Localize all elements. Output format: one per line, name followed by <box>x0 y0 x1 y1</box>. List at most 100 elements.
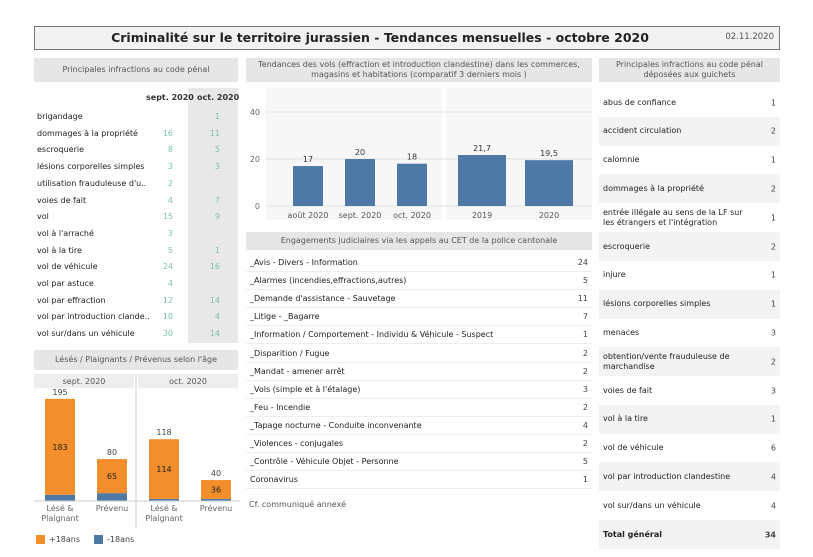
bar-minor <box>149 498 179 501</box>
engagement-value: 1 <box>582 475 588 485</box>
bar-minor <box>97 493 127 501</box>
list-item: _Violences - conjugales 2 <box>246 435 592 453</box>
engagement-label: _Demande d'assistance - Sauvetage <box>250 294 396 304</box>
bar-adult-label: 114 <box>156 465 171 474</box>
table-row: dommages à la propriété 16 11 <box>37 126 238 143</box>
bar-adult <box>45 398 75 495</box>
row-label: lésions corporelles simples <box>37 162 145 172</box>
row-label: escroquerie <box>37 145 84 155</box>
engagement-value: 5 <box>582 457 588 467</box>
row-value: 1 <box>770 414 776 424</box>
right-table-header: Principales infractions au code pénal dé… <box>599 58 780 82</box>
engagement-value: 2 <box>582 366 588 376</box>
row-sep-value: 2 <box>167 178 173 188</box>
x-tick-label: 2019 <box>472 211 492 220</box>
table-row: voies de fait 3 <box>599 376 780 405</box>
panel-header <box>34 374 134 388</box>
engagement-value: 4 <box>582 420 588 430</box>
x-tick-label: Prévenu <box>96 503 129 513</box>
row-value: 4 <box>770 472 776 482</box>
bar-value-label: 19,5 <box>540 149 558 158</box>
list-item: _Avis - Divers - Information 24 <box>246 254 592 272</box>
table-row: vol de véhicule 6 <box>599 434 780 463</box>
row-label: voies de fait <box>37 195 87 205</box>
engagement-label: _Vols (simple et à l'étalage) <box>250 384 361 394</box>
engagement-label: _Contrôle - Véhicule Objet - Personne <box>250 457 399 467</box>
row-label: Total général <box>603 529 662 539</box>
bar-monthly <box>397 163 427 206</box>
table-row: abus de confiance 1 <box>599 88 780 117</box>
row-label: escroquerie <box>603 241 650 251</box>
page-title: Criminalité sur le territoire jurassien … <box>111 30 649 45</box>
title-bar: Criminalité sur le territoire jurassien … <box>34 26 780 50</box>
row-label: vol par introduction clande.. <box>37 312 150 322</box>
y-tick-label: 40 <box>250 108 260 117</box>
row-label: abus de confiance <box>603 97 676 107</box>
row-label: accident circulation <box>603 126 682 136</box>
engagement-label: _Tapage nocturne - Conduite inconvenante <box>250 420 422 430</box>
table-row: vol à la tire 1 <box>599 404 780 434</box>
row-value: 1 <box>770 299 776 309</box>
row-value: 4 <box>770 501 776 511</box>
legend-adult: +18ans <box>36 535 80 544</box>
row-sep-value: 12 <box>162 295 173 305</box>
row-sep-value: 8 <box>167 145 173 155</box>
engagement-label: _Mandat - amener arrêt <box>250 366 345 376</box>
age-stacked-chart: sept. 2020 183 195 Lésé & Plaignant 65 80 Préve… <box>34 374 240 529</box>
row-sep-value: 24 <box>162 262 173 272</box>
bar-adult-label: 183 <box>52 443 67 452</box>
panel-header <box>138 374 238 388</box>
engagement-label: _Alarmes (incendies,effractions,autres) <box>250 276 407 286</box>
row-label: vol à l'arraché <box>37 228 94 238</box>
table-row: vol sur/dans un véhicule 4 <box>599 491 780 520</box>
table-row: vol par effraction 12 14 <box>37 293 238 310</box>
list-item: _Feu - Incendie 2 <box>246 399 592 417</box>
table-row: dommages à la propriété 2 <box>599 174 780 204</box>
bar-adult <box>201 480 231 499</box>
bar-value-label: 18 <box>407 153 417 162</box>
engagements-header: Engagements judiciaires via les appels a… <box>246 232 592 250</box>
bar-adult-label: 65 <box>107 472 117 481</box>
row-sep-value: 3 <box>167 162 173 172</box>
list-item: _Disparition / Fugue 2 <box>246 345 592 363</box>
list-item: _Contrôle - Véhicule Objet - Personne 5 <box>246 453 592 472</box>
row-oct-value: 1 <box>214 112 220 121</box>
row-label: entrée illégale au sens de la LF sur les… <box>603 207 743 227</box>
legend-adult-label: +18ans <box>49 535 81 544</box>
engagement-label: _Information / Comportement - Individu &… <box>250 330 494 340</box>
row-label: vol sur/dans un véhicule <box>37 329 135 339</box>
row-value: 3 <box>770 386 776 395</box>
bar-total-label: 80 <box>107 448 117 457</box>
row-sep-value: 4 <box>167 195 173 205</box>
table-row: vol par astuce 4 <box>37 276 238 293</box>
table-row: accident circulation 2 <box>599 116 780 146</box>
panel-title: oct. 2020 <box>169 377 207 386</box>
row-value: 2 <box>770 357 776 367</box>
y-tick-label: 20 <box>250 155 260 164</box>
row-oct-value: 9 <box>214 212 220 222</box>
x-tick-label: Prévenu <box>200 503 233 513</box>
footnote: Cf. communiqué annexé <box>249 500 346 509</box>
row-sep-value: 16 <box>162 128 173 138</box>
row-label: vol par introduction clandestine <box>603 471 731 481</box>
table-row: brigandage 1 <box>37 109 238 126</box>
row-value: 3 <box>770 328 776 338</box>
table-row: escroquerie 2 <box>599 232 780 261</box>
vols-header: Tendances des vols (effraction et introd… <box>246 58 592 82</box>
bar-value-label: 17 <box>303 155 313 164</box>
list-item: _Information / Comportement - Individu &… <box>246 326 592 345</box>
row-oct-value: 4 <box>214 312 220 322</box>
row-label: vol par astuce <box>37 279 94 288</box>
list-item: _Mandat - amener arrêt 2 <box>246 363 592 381</box>
table-row: escroquerie 8 5 <box>37 142 238 159</box>
row-label: vol de véhicule <box>37 262 98 272</box>
table-row: lésions corporelles simples 1 <box>599 289 780 319</box>
engagement-label: _Litige - _Bagarre <box>250 312 320 322</box>
legend-minor: -18ans <box>94 535 134 544</box>
row-label: injure <box>603 270 626 280</box>
x-tick-label: Lésé & Plaignant <box>41 503 78 523</box>
bar-total-label: 118 <box>156 428 171 437</box>
legend-minor-label: -18ans <box>107 535 135 544</box>
row-oct-value: 1 <box>214 245 220 255</box>
x-tick-label: 2020 <box>539 211 559 220</box>
